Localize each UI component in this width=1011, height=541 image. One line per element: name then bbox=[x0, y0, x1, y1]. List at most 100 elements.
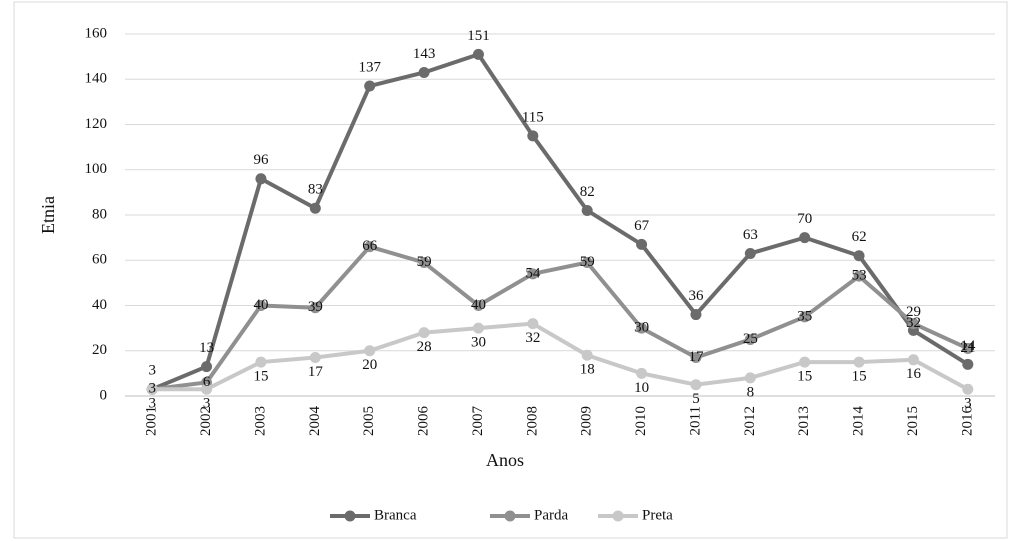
data-label: 3 bbox=[148, 396, 156, 412]
point bbox=[799, 311, 811, 323]
data-label: 83 bbox=[308, 182, 323, 198]
point bbox=[636, 367, 648, 379]
point bbox=[364, 80, 376, 92]
x-tick-label: 2016 bbox=[959, 406, 975, 437]
data-label: 18 bbox=[580, 362, 595, 378]
data-label: 59 bbox=[417, 254, 432, 270]
data-label: 70 bbox=[797, 211, 812, 227]
data-label: 5 bbox=[692, 391, 700, 407]
point bbox=[146, 383, 158, 395]
point bbox=[364, 241, 376, 253]
point bbox=[309, 202, 321, 214]
data-label: 8 bbox=[747, 384, 755, 400]
data-label: 39 bbox=[308, 299, 323, 315]
x-axis-title: Anos bbox=[486, 450, 524, 470]
data-label: 15 bbox=[797, 369, 812, 385]
point bbox=[472, 322, 484, 334]
data-label: 66 bbox=[362, 238, 378, 254]
legend-label: Preta bbox=[642, 507, 673, 523]
data-label: 3 bbox=[203, 396, 211, 412]
x-tick-label: 2002 bbox=[198, 406, 214, 436]
data-label: 62 bbox=[852, 229, 867, 245]
point bbox=[581, 257, 593, 269]
y-tick-label: 80 bbox=[92, 206, 107, 222]
data-label: 36 bbox=[688, 288, 704, 304]
legend-marker bbox=[612, 510, 624, 522]
y-tick-label: 0 bbox=[100, 387, 108, 403]
point bbox=[472, 300, 484, 311]
x-tick-label: 2006 bbox=[416, 406, 432, 437]
data-label: 6 bbox=[203, 374, 211, 390]
data-label: 16 bbox=[906, 366, 922, 382]
x-tick-label: 2012 bbox=[742, 406, 758, 436]
y-tick-label: 100 bbox=[85, 161, 108, 177]
y-tick-label: 160 bbox=[85, 25, 108, 41]
data-label: 25 bbox=[743, 331, 758, 347]
point bbox=[744, 247, 756, 259]
x-tick-label: 2009 bbox=[579, 406, 595, 436]
data-label: 28 bbox=[417, 339, 432, 355]
point bbox=[636, 238, 648, 250]
data-label: 137 bbox=[358, 59, 381, 75]
data-label: 67 bbox=[634, 218, 650, 234]
point bbox=[472, 48, 484, 60]
point bbox=[255, 300, 267, 311]
point bbox=[962, 342, 974, 354]
point bbox=[744, 372, 756, 384]
data-label: 17 bbox=[308, 364, 324, 380]
x-tick-label: 2001 bbox=[144, 406, 160, 436]
point bbox=[690, 352, 702, 364]
data-label: 32 bbox=[906, 315, 921, 331]
point bbox=[690, 379, 702, 391]
line bbox=[151, 52, 969, 392]
data-label: 15 bbox=[852, 369, 867, 385]
data-label: 82 bbox=[580, 184, 595, 200]
x-tick-label: 2004 bbox=[307, 406, 323, 437]
x-tick-label: 2014 bbox=[851, 406, 867, 437]
x-tick-label: 2003 bbox=[252, 406, 268, 436]
x-tick-label: 2013 bbox=[796, 406, 812, 436]
x-tick-label: 2008 bbox=[524, 406, 540, 436]
data-label: 143 bbox=[413, 46, 436, 62]
point bbox=[201, 383, 213, 395]
x-tick-label: 2007 bbox=[470, 406, 486, 437]
legend-marker bbox=[344, 510, 356, 522]
legend-marker bbox=[504, 510, 516, 522]
data-label: 54 bbox=[525, 265, 541, 281]
data-label: 30 bbox=[471, 335, 486, 351]
data-label: 13 bbox=[199, 340, 214, 356]
point bbox=[690, 309, 702, 321]
point bbox=[907, 318, 919, 330]
point bbox=[527, 268, 539, 280]
point bbox=[853, 250, 865, 262]
point bbox=[799, 232, 811, 244]
line bbox=[152, 321, 969, 392]
point bbox=[853, 270, 865, 282]
point bbox=[581, 349, 593, 361]
y-axis-title: Etnia bbox=[38, 196, 58, 234]
data-label: 53 bbox=[852, 268, 867, 284]
data-label: 14 bbox=[960, 338, 976, 354]
data-label: 35 bbox=[797, 308, 812, 324]
data-label: 20 bbox=[362, 357, 377, 373]
point bbox=[255, 173, 267, 185]
point bbox=[581, 204, 593, 216]
data-label: 17 bbox=[688, 349, 704, 365]
data-label: 115 bbox=[522, 109, 544, 125]
frame bbox=[13, 1, 1008, 539]
x-tick-label: 2011 bbox=[687, 406, 703, 435]
data-label: 96 bbox=[253, 152, 269, 168]
data-label: 63 bbox=[743, 227, 758, 243]
y-tick-label: 140 bbox=[85, 71, 108, 87]
data-label: 3 bbox=[148, 381, 156, 397]
point bbox=[962, 358, 974, 370]
point bbox=[255, 356, 267, 368]
y-tick-label: 40 bbox=[92, 297, 107, 313]
y-tick-label: 20 bbox=[92, 342, 107, 358]
data-label: 30 bbox=[634, 320, 649, 336]
data-label: 40 bbox=[471, 297, 486, 313]
data-label: 3 bbox=[148, 363, 156, 379]
point bbox=[418, 327, 430, 339]
data-label: 40 bbox=[253, 297, 268, 313]
x-tick-label: 2005 bbox=[361, 406, 377, 436]
